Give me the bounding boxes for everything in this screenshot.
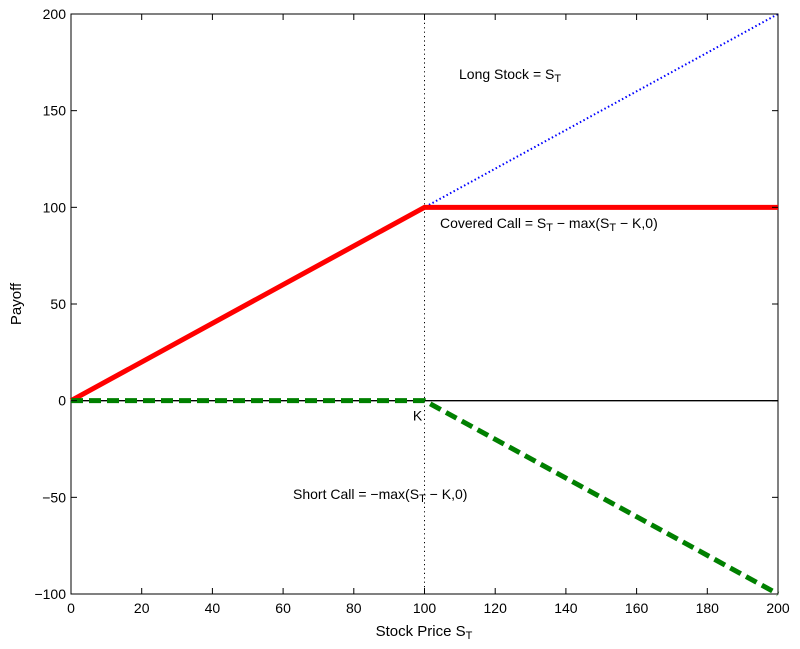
x-tick-label: 120 <box>484 600 508 616</box>
x-tick-label: 40 <box>205 600 221 616</box>
x-axis-title-sub: T <box>466 630 473 642</box>
y-tick-label: 50 <box>50 296 66 312</box>
y-axis-title: Payoff <box>8 282 25 325</box>
covered-call-line <box>69 204 778 403</box>
short-call-line <box>71 398 780 597</box>
y-tick-label: 200 <box>43 6 67 22</box>
x-axis-title-main: Stock Price S <box>376 623 466 640</box>
y-tick-label: −50 <box>42 489 66 505</box>
x-tick-label: 60 <box>275 600 291 616</box>
x-tick-label: 0 <box>67 600 75 616</box>
tick-layer: 0 20 40 60 80 100 120 140 160 180 200 −100 −50 0 50 100… <box>34 6 789 616</box>
x-tick-label: 180 <box>696 600 720 616</box>
x-tick-label: 20 <box>134 600 150 616</box>
y-tick-label: 150 <box>43 103 67 119</box>
strike-label: K <box>413 408 423 424</box>
x-tick-label: 100 <box>413 600 437 616</box>
short-call-label: Short Call = −max(ST − K,0) <box>293 486 467 505</box>
x-tick-label: 140 <box>554 600 578 616</box>
y-tick-label: 0 <box>58 393 66 409</box>
x-tick-label: 160 <box>625 600 649 616</box>
plot-layer <box>69 13 780 597</box>
covered-call-label: Covered Call = ST − max(ST − K,0) <box>440 215 658 234</box>
x-tick-label: 200 <box>766 600 790 616</box>
y-tick-label: 100 <box>43 199 67 215</box>
y-tick-label: −100 <box>34 586 66 602</box>
x-tick-label: 80 <box>346 600 362 616</box>
x-axis-title: Stock Price ST <box>376 623 473 642</box>
long-stock-label: Long Stock = ST <box>459 66 561 85</box>
